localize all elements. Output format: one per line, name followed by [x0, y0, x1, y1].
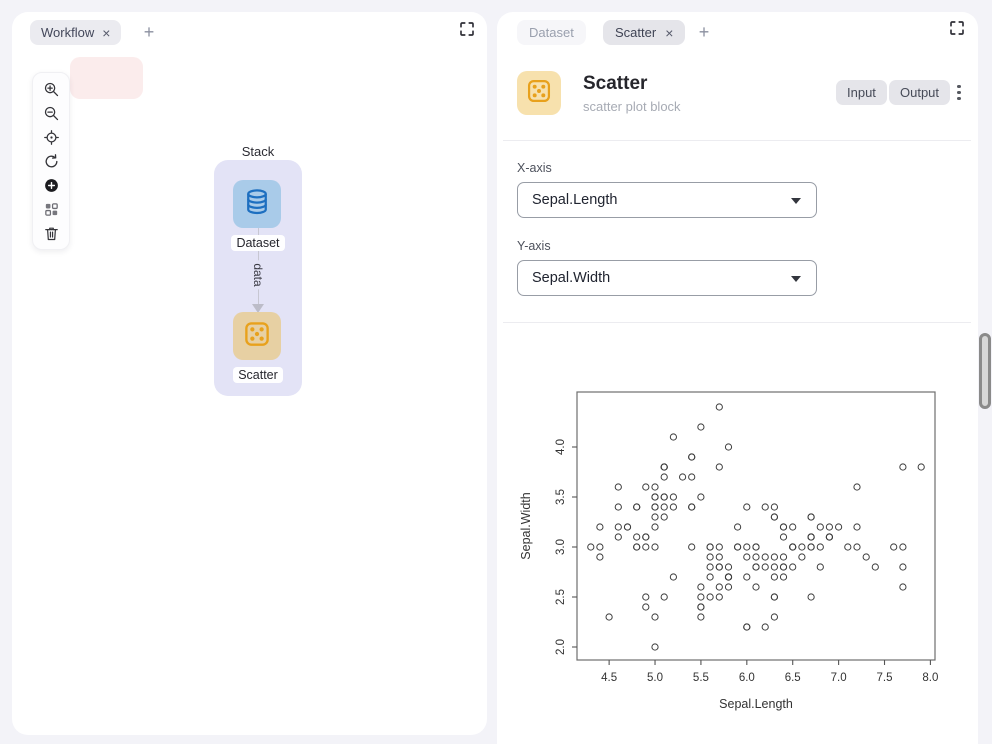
offscreen-node-partial[interactable]	[70, 57, 143, 99]
svg-text:5.5: 5.5	[693, 672, 709, 684]
tab-scatter-label: Scatter	[615, 25, 657, 40]
add-node-icon[interactable]	[35, 173, 67, 197]
svg-text:7.5: 7.5	[877, 672, 893, 684]
block-subtitle: scatter plot block	[583, 99, 681, 114]
scatter-plot-svg: 4.5 5.0 5.5 6.0 6.5 7.0 7.5 8.0 2.0 2.5 3.0 3.5 4.0 S…	[519, 391, 938, 711]
close-icon[interactable]: ×	[665, 24, 674, 41]
svg-text:6.5: 6.5	[785, 672, 801, 684]
x-axis-label: X-axis	[517, 161, 552, 175]
scatter-dice-icon	[525, 77, 553, 110]
block-panel: Dataset Scatter × +	[497, 12, 978, 744]
add-tab-button[interactable]: +	[138, 21, 160, 43]
zoom-out-icon[interactable]	[35, 101, 67, 125]
edge-arrowhead-icon	[252, 304, 264, 313]
locate-icon[interactable]	[35, 125, 67, 149]
scatter-dice-icon	[242, 319, 272, 354]
divider	[503, 140, 971, 141]
svg-text:4.0: 4.0	[555, 439, 567, 455]
svg-text:8.0: 8.0	[922, 672, 938, 684]
tab-workflow[interactable]: Workflow ×	[30, 20, 122, 45]
tab-workflow-label: Workflow	[41, 25, 95, 40]
scrollbar-thumb[interactable]	[979, 333, 991, 409]
tab-dataset-label: Dataset	[529, 25, 574, 40]
kebab-menu-icon[interactable]	[949, 80, 969, 105]
svg-text:3.0: 3.0	[555, 539, 567, 555]
zoom-in-icon[interactable]	[35, 77, 67, 101]
delete-icon[interactable]	[35, 221, 67, 245]
group-icon[interactable]	[35, 197, 67, 221]
node-scatter[interactable]	[233, 312, 281, 360]
svg-text:4.5: 4.5	[601, 672, 617, 684]
database-icon	[242, 187, 272, 222]
tab-scatter[interactable]: Scatter ×	[603, 20, 686, 45]
divider	[503, 322, 971, 323]
svg-text:2.5: 2.5	[555, 589, 567, 605]
workflow-panel: Workflow × +	[12, 12, 487, 735]
edge-label: data	[250, 260, 266, 290]
refresh-icon[interactable]	[35, 149, 67, 173]
output-button[interactable]: Output	[889, 80, 951, 105]
scatter-plot: 4.5 5.0 5.5 6.0 6.5 7.0 7.5 8.0 2.0 2.5 3.0 3.5 4.0 S…	[515, 378, 965, 728]
node-dataset[interactable]	[233, 180, 281, 228]
x-axis-select[interactable]: Sepal.Length	[517, 182, 817, 218]
chevron-down-icon	[791, 276, 801, 282]
svg-text:7.0: 7.0	[831, 672, 847, 684]
close-icon[interactable]: ×	[102, 24, 111, 41]
canvas-toolbar	[32, 72, 70, 250]
y-axis-value: Sepal.Width	[532, 270, 611, 286]
svg-text:5.0: 5.0	[647, 672, 663, 684]
svg-text:3.5: 3.5	[555, 489, 567, 505]
tab-dataset[interactable]: Dataset	[517, 20, 586, 45]
chevron-down-icon	[791, 198, 801, 204]
block-icon	[517, 71, 561, 115]
x-axis-value: Sepal.Length	[532, 192, 618, 208]
y-axis-label: Y-axis	[517, 239, 551, 253]
block-title: Scatter	[583, 73, 648, 94]
svg-text:Sepal.Width: Sepal.Width	[519, 492, 533, 559]
svg-text:2.0: 2.0	[555, 639, 567, 655]
svg-text:Sepal.Length: Sepal.Length	[719, 697, 793, 711]
add-tab-button[interactable]: +	[693, 21, 715, 43]
fullscreen-icon[interactable]	[947, 19, 967, 39]
y-axis-select[interactable]: Sepal.Width	[517, 260, 817, 296]
input-button[interactable]: Input	[836, 80, 887, 105]
stack-group-label: Stack	[241, 144, 275, 159]
svg-text:6.0: 6.0	[739, 672, 755, 684]
fullscreen-icon[interactable]	[457, 20, 477, 40]
